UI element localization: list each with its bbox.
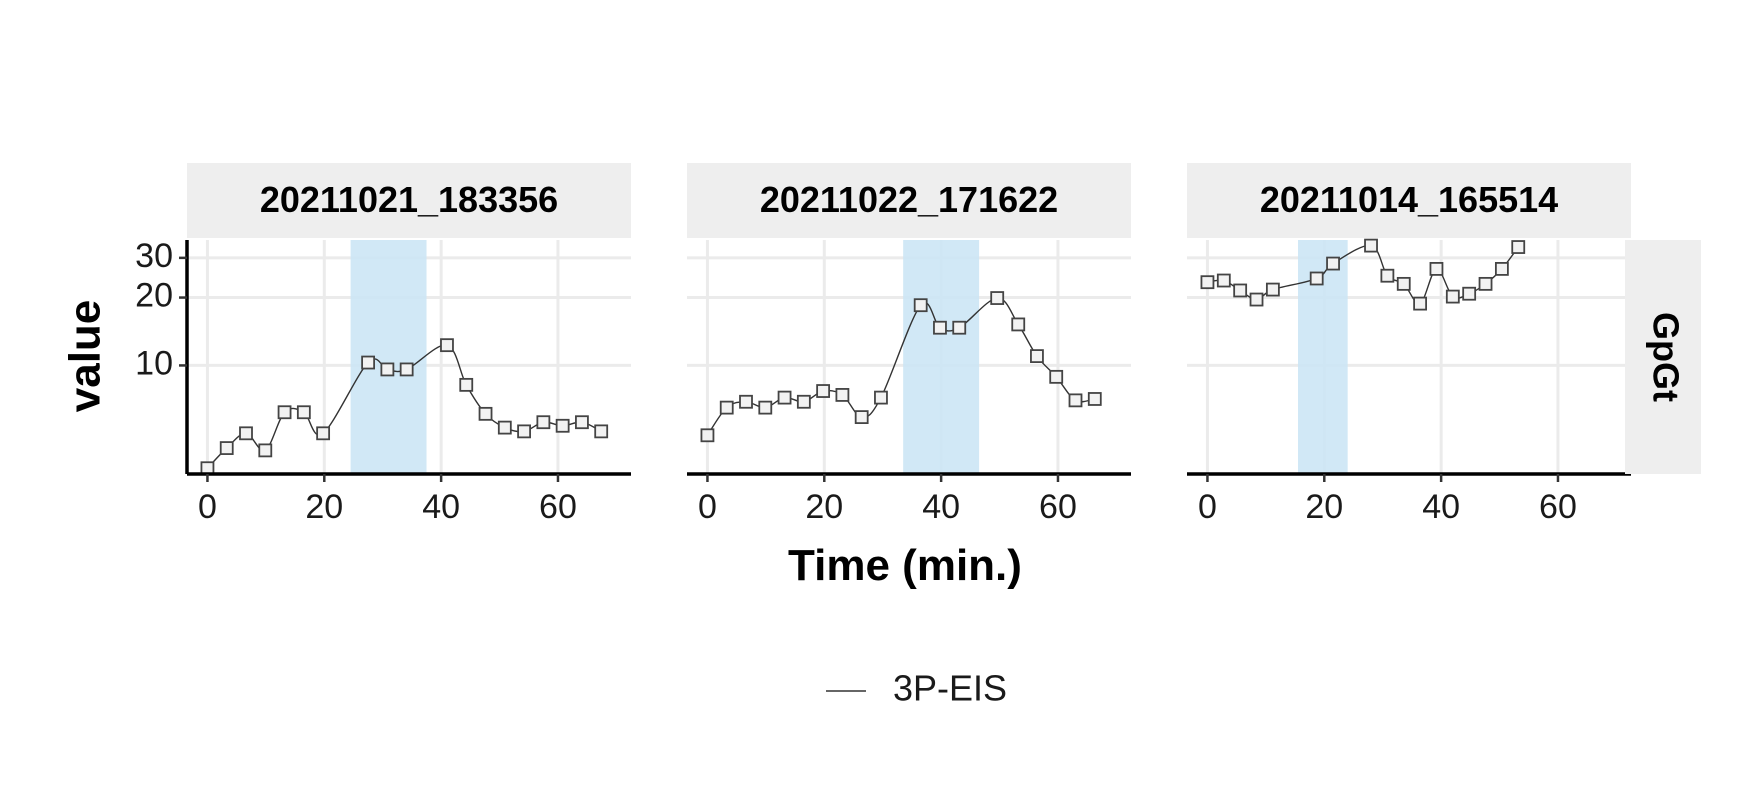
facet-title: 20211022_171622 <box>760 179 1058 220</box>
shaded-interval <box>903 240 980 474</box>
x-axis-title: Time (min.) <box>788 541 1022 590</box>
data-point <box>1364 238 1378 253</box>
data-point <box>739 394 753 409</box>
facet-title: 20211021_183356 <box>260 179 558 220</box>
data-point <box>219 441 234 455</box>
data-point <box>700 428 715 443</box>
data-point <box>1445 289 1460 304</box>
data-point <box>1396 276 1411 291</box>
data-point <box>933 320 947 335</box>
facet-panel-2: 20211022_171622 0 20 40 60 <box>687 163 1131 526</box>
data-point <box>1087 392 1102 406</box>
data-point <box>1511 240 1526 254</box>
data-point <box>952 320 967 335</box>
data-point <box>1413 296 1427 311</box>
x-tick-label: 20 <box>305 488 343 526</box>
facet-row-label: GpGt <box>1645 312 1686 402</box>
data-point <box>1494 261 1509 276</box>
y-tick-label: 20 <box>135 277 173 315</box>
x-tick-label: 60 <box>539 488 577 526</box>
data-point <box>536 415 551 430</box>
data-point <box>380 362 395 377</box>
data-point <box>816 384 831 398</box>
x-tick-label: 0 <box>1198 488 1217 526</box>
data-point <box>399 362 414 377</box>
data-point <box>1249 292 1264 307</box>
data-point <box>575 415 589 430</box>
facet-title: 20211014_165514 <box>1260 179 1558 220</box>
data-point <box>854 410 869 425</box>
data-point <box>517 424 531 439</box>
y-tick-label: 10 <box>135 344 173 382</box>
facet-panel-3: 20211014_165514 0 20 40 60 <box>1187 163 1631 526</box>
x-tick-label: 60 <box>1039 488 1077 526</box>
facet-strip <box>687 163 1131 238</box>
data-point <box>258 443 273 458</box>
data-point <box>1265 282 1280 297</box>
data-point <box>1309 271 1324 286</box>
data-point <box>874 390 888 405</box>
x-tick-label: 40 <box>422 488 460 526</box>
data-point <box>296 405 311 420</box>
data-point <box>990 291 1005 305</box>
x-tick-label: 20 <box>1305 488 1343 526</box>
data-point <box>277 405 292 420</box>
data-point <box>555 418 570 433</box>
data-point <box>1200 275 1215 290</box>
y-tick-label: 30 <box>135 237 173 275</box>
data-point <box>796 394 811 409</box>
data-point <box>239 426 253 441</box>
data-point <box>594 424 609 439</box>
legend: 3P-EIS <box>826 668 1007 709</box>
y-axis-title: value <box>61 300 110 413</box>
legend-label: 3P-EIS <box>893 668 1007 709</box>
data-point <box>719 400 734 415</box>
data-point <box>361 355 376 370</box>
data-point <box>1030 349 1044 364</box>
data-point <box>459 377 474 392</box>
x-tick-label: 0 <box>198 488 217 526</box>
data-point <box>1380 268 1395 283</box>
facet-strip <box>1187 163 1631 238</box>
data-point <box>913 298 928 313</box>
data-point <box>440 338 454 353</box>
data-point <box>777 390 792 405</box>
x-tick-label: 0 <box>698 488 717 526</box>
facet-strip <box>187 163 631 238</box>
x-tick-label: 40 <box>1422 488 1460 526</box>
data-point <box>1233 283 1248 298</box>
data-point <box>1011 317 1026 332</box>
data-point <box>478 406 493 421</box>
data-point <box>1478 276 1493 291</box>
data-point <box>316 426 331 441</box>
x-tick-label: 20 <box>805 488 843 526</box>
data-point <box>1068 393 1083 408</box>
data-point <box>835 388 850 402</box>
data-point <box>1429 261 1444 276</box>
x-tick-label: 60 <box>1539 488 1577 526</box>
data-point <box>1462 286 1477 301</box>
data-point <box>1326 256 1340 271</box>
data-point <box>497 420 512 435</box>
data-point <box>1049 369 1064 384</box>
data-point <box>758 400 773 415</box>
x-tick-label: 40 <box>922 488 960 526</box>
data-point <box>1216 273 1231 288</box>
facet-row-strip: GpGt <box>1625 240 1701 474</box>
